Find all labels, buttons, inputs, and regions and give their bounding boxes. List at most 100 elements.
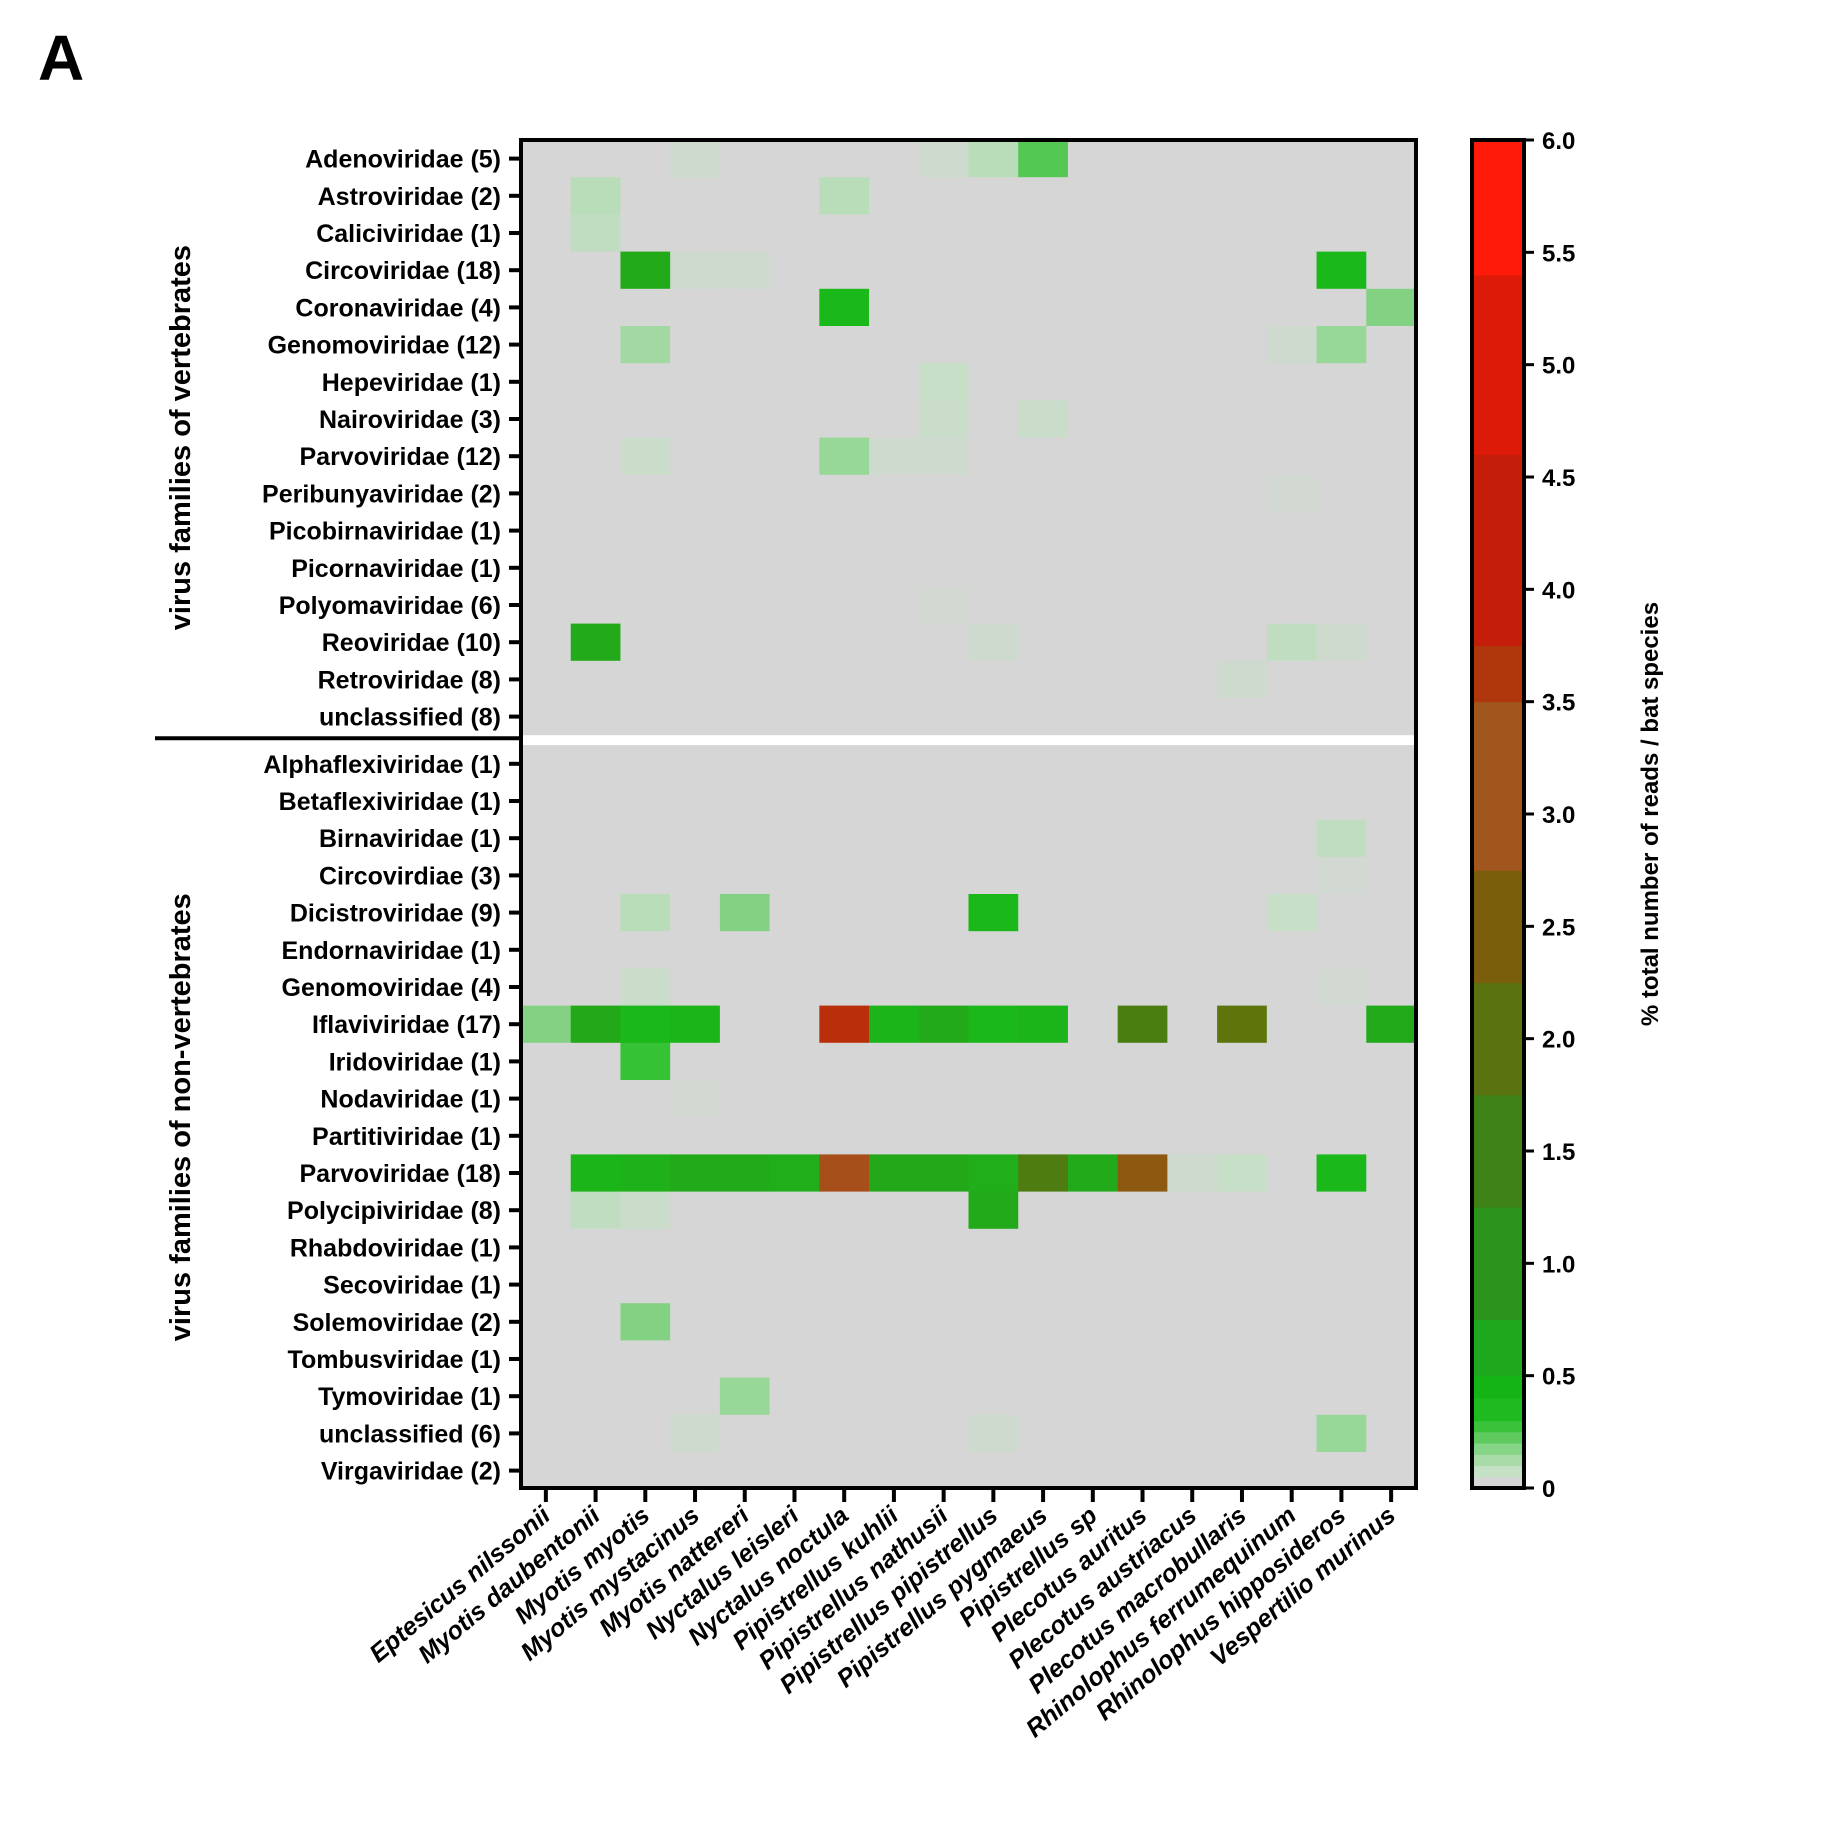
heatmap-cell	[1366, 437, 1417, 476]
heatmap-cell	[1366, 1340, 1417, 1378]
heatmap-cell	[1266, 140, 1317, 178]
heatmap-cell	[570, 745, 621, 783]
heatmap-cell	[1266, 698, 1317, 736]
heatmap-cell	[521, 1042, 572, 1081]
heatmap-cell	[1217, 1117, 1268, 1155]
heatmap-cell	[968, 1228, 1019, 1267]
heatmap-cell	[1117, 623, 1168, 662]
heatmap-cell	[620, 437, 671, 476]
heatmap-cell	[1018, 214, 1069, 252]
heatmap-cell	[1067, 251, 1119, 290]
heatmap-cell	[918, 1377, 969, 1416]
heatmap-cell	[1117, 363, 1168, 401]
heatmap-cell	[1316, 1303, 1367, 1341]
heatmap-cell	[819, 1080, 870, 1118]
heatmap-cell	[1266, 1303, 1317, 1341]
heatmap-cell	[869, 1303, 920, 1341]
heatmap-cell	[1117, 894, 1168, 932]
heatmap-cell	[521, 1154, 572, 1192]
heatmap-cell	[918, 512, 969, 550]
heatmap-cell	[1067, 1377, 1119, 1416]
heatmap-cell	[968, 251, 1019, 290]
heatmap-cell	[769, 1154, 820, 1192]
heatmap-cell	[719, 968, 771, 1006]
heatmap-cell	[1117, 251, 1168, 290]
heatmap-cell	[1217, 1042, 1268, 1081]
heatmap-cell	[1167, 1452, 1218, 1490]
heatmap-cell	[670, 437, 721, 476]
heatmap-cell	[769, 1303, 820, 1341]
colorbar-band	[1472, 1431, 1524, 1444]
colorbar-band	[1472, 1319, 1524, 1377]
heatmap-cell	[869, 437, 920, 476]
heatmap-cell	[521, 326, 572, 364]
heatmap-cell	[819, 698, 870, 736]
heatmap-cell	[570, 894, 621, 932]
heatmap-cell	[1018, 1080, 1069, 1118]
heatmap-cell	[1018, 1414, 1069, 1453]
heatmap-cell	[620, 698, 671, 736]
row-label: Tombusviridae (1)	[288, 1346, 501, 1374]
heatmap-row	[521, 549, 1417, 587]
heatmap-cell	[670, 586, 721, 624]
heatmap-cell	[968, 214, 1019, 252]
row-label: Dicistroviridae (9)	[290, 900, 501, 928]
heatmap-cell	[1266, 1042, 1317, 1081]
colorbar-band	[1472, 645, 1524, 703]
heatmap-cell	[1067, 1228, 1119, 1267]
heatmap-cell	[769, 1117, 820, 1155]
heatmap-cell	[570, 1042, 621, 1081]
colorbar-band	[1472, 1398, 1524, 1422]
colorbar-band	[1472, 1443, 1524, 1455]
heatmap-cell	[819, 177, 870, 215]
heatmap-cell	[570, 288, 621, 327]
heatmap-cell	[869, 782, 920, 820]
heatmap-cell	[769, 623, 820, 662]
heatmap-cell	[1167, 474, 1218, 513]
heatmap-cell	[968, 1005, 1019, 1044]
heatmap-cell	[869, 1228, 920, 1267]
heatmap-cell	[620, 1452, 671, 1490]
heatmap-cell	[670, 474, 721, 513]
heatmap-cell	[1167, 326, 1218, 364]
group-label: virus families of vertebrates	[165, 245, 197, 630]
heatmap-cell	[1266, 1377, 1317, 1416]
heatmap-cell	[769, 1452, 820, 1490]
heatmap-cell	[769, 1377, 820, 1416]
heatmap-cell	[918, 1228, 969, 1267]
heatmap-cell	[521, 660, 572, 699]
heatmap-cell	[1266, 931, 1317, 969]
heatmap-cell	[918, 782, 969, 820]
heatmap-cell	[918, 140, 969, 178]
heatmap-cell	[521, 549, 572, 587]
heatmap-cell	[769, 1080, 820, 1118]
heatmap-cell	[1018, 140, 1069, 178]
colorbar-tick-label: 4.0	[1542, 577, 1575, 604]
heatmap-cell	[1266, 549, 1317, 587]
heatmap-cell	[620, 1080, 671, 1118]
heatmap-cell	[1167, 660, 1218, 699]
heatmap-cell	[819, 1414, 870, 1453]
heatmap-cell	[1217, 512, 1268, 550]
heatmap-cell	[1117, 512, 1168, 550]
heatmap-cell	[968, 894, 1019, 932]
heatmap-cell	[1316, 1266, 1367, 1304]
heatmap-cell	[1217, 819, 1268, 858]
heatmap-cell	[620, 968, 671, 1006]
heatmap-cell	[869, 512, 920, 550]
heatmap-cell	[521, 1191, 572, 1230]
heatmap-cell	[1217, 745, 1268, 783]
heatmap-cell	[1366, 214, 1417, 252]
heatmap-cell	[968, 177, 1019, 215]
heatmap-cell	[1067, 326, 1119, 364]
heatmap-cell	[1217, 586, 1268, 624]
heatmap-cell	[769, 251, 820, 290]
heatmap-cell	[1266, 474, 1317, 513]
heatmap-cell	[620, 251, 671, 290]
heatmap-cell	[1316, 1228, 1367, 1267]
heatmap-cell	[670, 1414, 721, 1453]
heatmap-cell	[620, 819, 671, 858]
heatmap-cell	[1018, 326, 1069, 364]
heatmap-cell	[1018, 745, 1069, 783]
heatmap-row	[521, 1005, 1417, 1044]
